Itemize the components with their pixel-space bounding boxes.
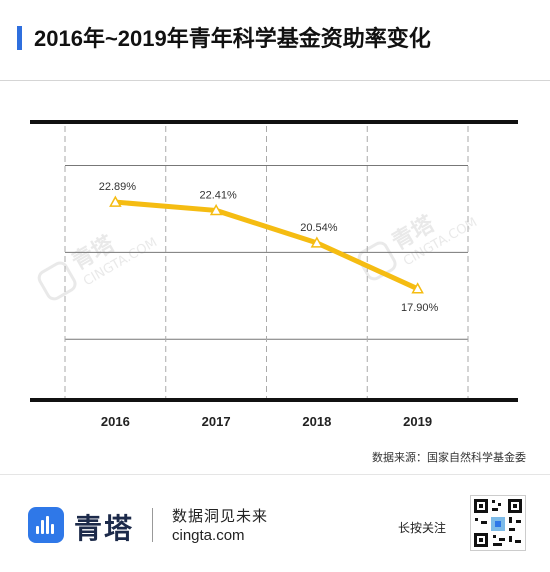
brand-logo-icon bbox=[28, 507, 64, 543]
data-label: 22.89% bbox=[99, 181, 137, 193]
x-tick-label: 2019 bbox=[403, 414, 432, 429]
data-point-marker bbox=[411, 282, 424, 294]
brand-divider bbox=[152, 508, 153, 542]
title-bar: 2016年~2019年青年科学基金资助率变化 bbox=[12, 18, 538, 58]
watermark-logo-icon bbox=[37, 261, 77, 301]
x-tick-label: 2018 bbox=[302, 414, 331, 429]
brand-url-link[interactable]: cingta.com bbox=[172, 527, 245, 544]
data-label: 22.41% bbox=[199, 189, 237, 201]
x-tick-label: 2017 bbox=[202, 414, 231, 429]
data-point-marker bbox=[209, 203, 223, 216]
x-axis-ticks: 2016 2017 2018 2019 bbox=[101, 414, 432, 429]
series-line bbox=[112, 199, 421, 292]
data-point-marker bbox=[109, 195, 122, 207]
footer: 青塔 数据洞见未来 cingta.com 长按关注 bbox=[0, 475, 550, 572]
chart-series: 22.89% 22.41% 20.54% 17.90% bbox=[99, 181, 439, 314]
title-accent-bar bbox=[17, 26, 22, 50]
data-source-note: 数据来源：国家自然科学基金委 bbox=[372, 452, 526, 464]
title-divider bbox=[0, 80, 550, 81]
data-label: 20.54% bbox=[300, 222, 338, 234]
qr-code-icon[interactable] bbox=[470, 495, 526, 551]
x-tick-label: 2016 bbox=[101, 414, 130, 429]
brand-slogan: 数据洞见未来 bbox=[172, 508, 269, 525]
footer-divider bbox=[0, 474, 550, 475]
data-label: 17.90% bbox=[401, 302, 439, 314]
chart-grid bbox=[30, 120, 518, 402]
qr-hint: 长按关注 bbox=[398, 521, 447, 535]
data-point-marker bbox=[310, 236, 324, 248]
brand-name: 青塔 bbox=[74, 513, 135, 544]
page-title: 2016年~2019年青年科学基金资助率变化 bbox=[34, 26, 431, 51]
